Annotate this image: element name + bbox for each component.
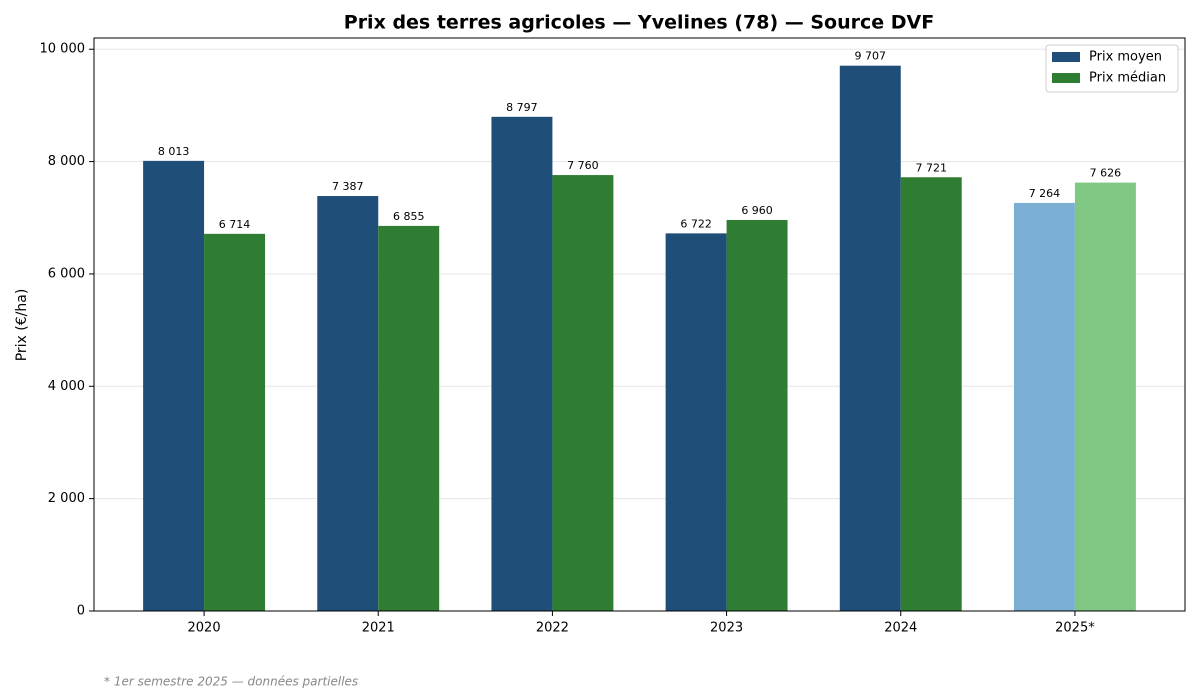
bar	[317, 196, 379, 611]
y-tick-label: 0	[77, 604, 85, 619]
y-tick-label: 4 000	[48, 379, 85, 394]
bar	[378, 225, 440, 612]
value-label: 6 855	[393, 210, 425, 223]
legend-swatch	[1052, 52, 1080, 62]
value-label: 6 722	[680, 217, 712, 230]
value-label: 8 013	[158, 145, 190, 158]
bar	[839, 65, 901, 611]
value-label: 7 760	[567, 159, 599, 172]
x-tick-label: 2025*	[1055, 621, 1095, 636]
y-axis-label: Prix (€/ha)	[14, 289, 30, 362]
legend-label: Prix moyen	[1089, 50, 1162, 65]
bar	[491, 116, 553, 612]
y-tick-label: 6 000	[48, 266, 85, 281]
value-label: 7 264	[1029, 187, 1061, 200]
bar	[900, 177, 962, 611]
bar	[143, 160, 205, 611]
value-label: 8 797	[506, 101, 538, 114]
chart-title: Prix des terres agricoles — Yvelines (78…	[344, 12, 934, 34]
x-tick-label: 2024	[884, 621, 917, 636]
x-tick-label: 2023	[710, 621, 743, 636]
y-tick-label: 8 000	[48, 154, 85, 169]
bar	[1074, 182, 1136, 611]
plot-frame	[93, 37, 1186, 612]
y-tick-label: 2 000	[48, 491, 85, 506]
value-label: 7 387	[332, 180, 364, 193]
bar	[1013, 202, 1075, 611]
legend-label: Prix médian	[1089, 71, 1166, 86]
x-tick-label: 2021	[362, 621, 395, 636]
bar	[665, 233, 727, 611]
footnote: * 1er semestre 2025 — données partielles	[104, 675, 358, 689]
bar	[552, 175, 614, 611]
x-tick-label: 2020	[188, 621, 221, 636]
legend-swatch	[1052, 73, 1080, 83]
value-label: 6 714	[219, 218, 251, 231]
bar	[204, 233, 266, 611]
value-label: 7 626	[1090, 167, 1122, 180]
y-tick-label: 10 000	[40, 42, 86, 57]
value-label: 7 721	[915, 161, 947, 174]
bar	[726, 220, 788, 611]
x-tick-label: 2022	[536, 621, 569, 636]
value-label: 9 707	[855, 50, 887, 63]
value-label: 6 960	[741, 204, 773, 217]
